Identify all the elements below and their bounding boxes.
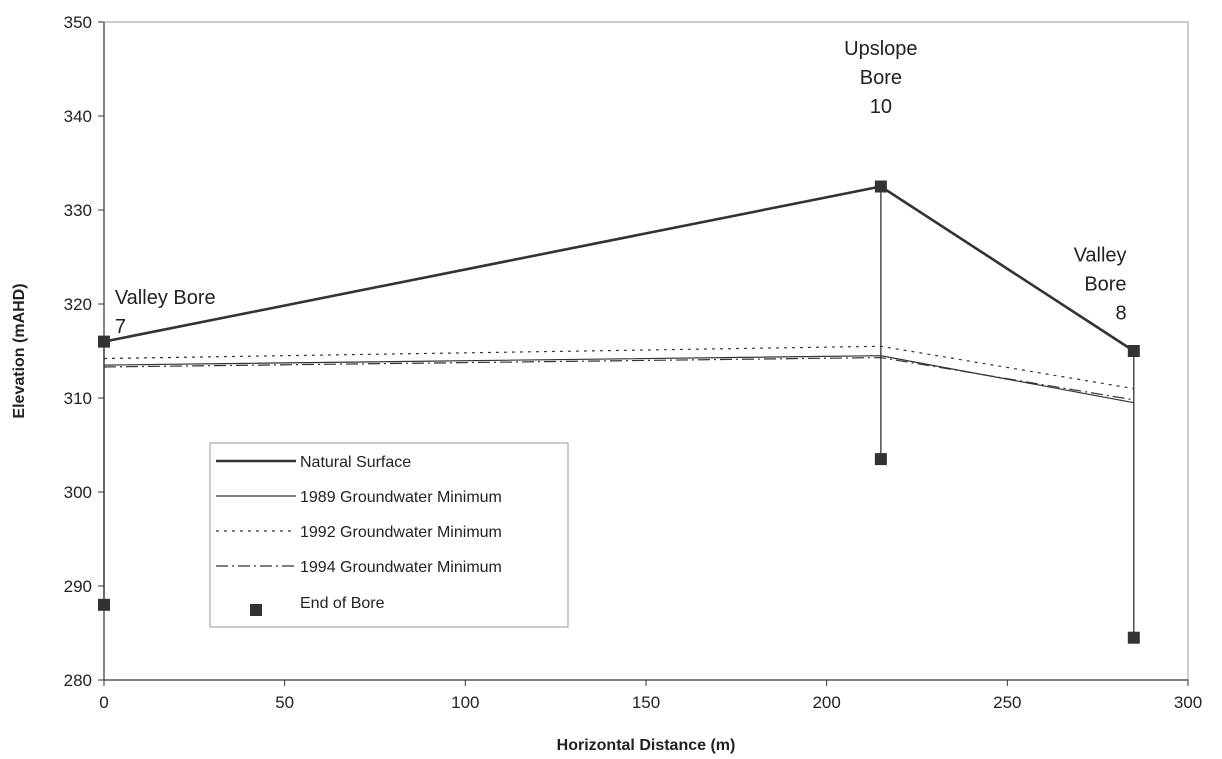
annotations: Valley Bore 7 Upslope Bore 10 Valley Bore 8 <box>115 38 1127 338</box>
x-tick-label: 0 <box>99 693 108 712</box>
y-tick-label: 290 <box>64 577 92 596</box>
legend-label: 1989 Groundwater Minimum <box>300 489 502 506</box>
y-tick-label: 300 <box>64 483 92 502</box>
annotation-line: 8 <box>1115 303 1126 325</box>
bore-annotation: Valley Bore 8 <box>1074 245 1127 325</box>
annotation-line: 7 <box>115 316 126 338</box>
x-tick-label: 300 <box>1174 693 1202 712</box>
x-tick-label: 150 <box>632 693 660 712</box>
y-tick-label: 320 <box>64 295 92 314</box>
legend-label: Natural Surface <box>300 454 411 471</box>
y-ticks: 280 290 300 310 320 330 340 350 <box>64 13 104 690</box>
x-ticks: 0 50 100 150 200 250 300 <box>99 680 1202 712</box>
legend-swatch <box>250 604 262 616</box>
legend-label: 1992 Groundwater Minimum <box>300 524 502 541</box>
annotation-line: Upslope <box>844 38 917 60</box>
annotation-line: Bore <box>860 67 902 89</box>
bore-annotation: Valley Bore 7 <box>115 287 216 338</box>
legend-label: 1994 Groundwater Minimum <box>300 559 502 576</box>
bore-group <box>103 186 1135 638</box>
y-tick-label: 350 <box>64 13 92 32</box>
y-tick-label: 280 <box>64 671 92 690</box>
annotation-line: Valley <box>1074 245 1127 267</box>
annotation-line: 10 <box>870 96 892 118</box>
y-axis-title: Elevation (mAHD) <box>11 283 28 418</box>
y-tick-label: 310 <box>64 389 92 408</box>
legend-label: End of Bore <box>300 595 385 612</box>
x-tick-label: 50 <box>275 693 294 712</box>
x-tick-label: 200 <box>812 693 840 712</box>
annotation-line: Valley Bore <box>115 287 216 309</box>
x-axis-title: Horizontal Distance (m) <box>557 737 736 754</box>
legend-box <box>209 442 569 628</box>
x-tick-label: 250 <box>993 693 1021 712</box>
y-tick-label: 340 <box>64 107 92 126</box>
annotation-line: Bore <box>1084 274 1126 296</box>
y-tick-label: 330 <box>64 201 92 220</box>
legend: Natural Surface 1989 Groundwater Minimum 1… <box>209 442 569 628</box>
x-tick-label: 100 <box>451 693 479 712</box>
bore-annotation: Upslope Bore 10 <box>844 38 917 118</box>
